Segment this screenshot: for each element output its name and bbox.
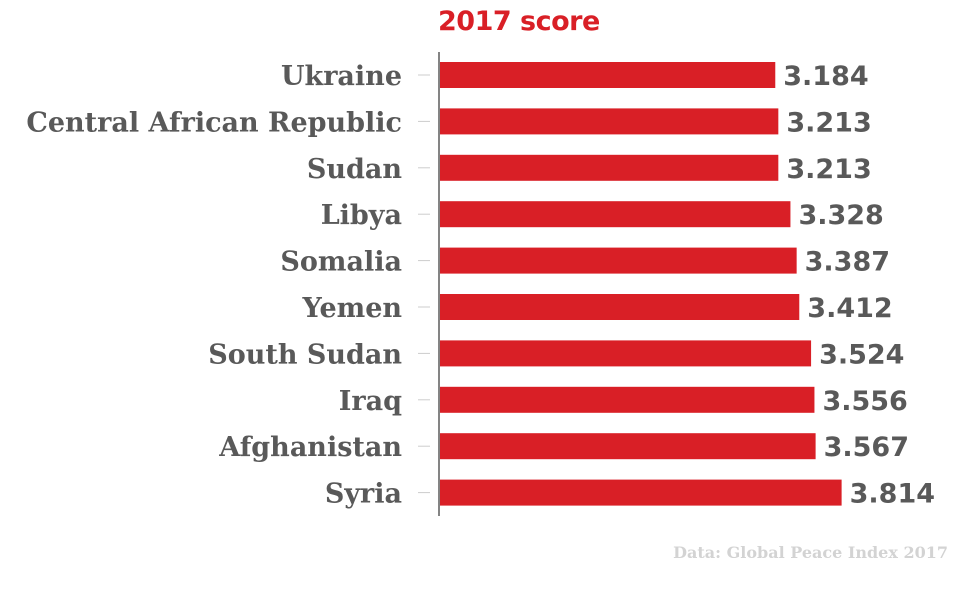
bar [440,62,776,88]
bar [440,479,842,506]
bar [440,108,779,135]
value-label: 3.328 [798,200,883,231]
source-note: Data: Global Peace Index 2017 [673,543,948,562]
value-label: 3.524 [819,339,904,370]
value-label: 3.412 [807,293,892,324]
bar [440,386,815,413]
category-label: Yemen [302,293,403,324]
category-label: Afghanistan [218,432,402,463]
value-label: 3.814 [850,479,935,510]
value-label: 3.556 [822,386,907,417]
value-label: 3.387 [805,247,890,278]
category-label: Ukraine [281,61,402,92]
bar [440,201,791,228]
value-label: 3.213 [786,154,871,185]
bar [440,154,779,181]
category-label: Sudan [307,154,403,185]
bar [440,247,797,274]
value-label: 3.184 [783,61,868,92]
value-label: 3.213 [786,107,871,138]
category-label: South Sudan [208,339,402,370]
bar [440,340,812,367]
bar [440,433,816,460]
category-label: Syria [325,479,402,510]
category-label: Central African Republic [26,107,402,138]
bar [440,294,800,320]
category-label: Somalia [280,247,402,278]
value-label: 3.567 [824,432,909,463]
category-label: Libya [321,200,402,231]
chart-title: 2017 score [438,6,600,37]
category-label: Iraq [339,386,402,417]
